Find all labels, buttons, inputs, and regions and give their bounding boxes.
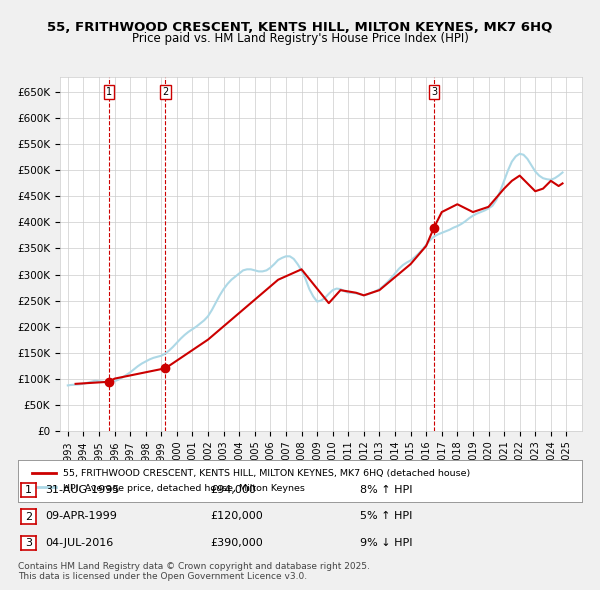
Text: 55, FRITHWOOD CRESCENT, KENTS HILL, MILTON KEYNES, MK7 6HQ: 55, FRITHWOOD CRESCENT, KENTS HILL, MILT…	[47, 21, 553, 34]
Text: 09-APR-1999: 09-APR-1999	[45, 512, 117, 521]
Text: 04-JUL-2016: 04-JUL-2016	[45, 538, 113, 548]
Text: £94,000: £94,000	[210, 485, 256, 494]
Text: £120,000: £120,000	[210, 512, 263, 521]
Text: Price paid vs. HM Land Registry's House Price Index (HPI): Price paid vs. HM Land Registry's House …	[131, 32, 469, 45]
Text: 5% ↑ HPI: 5% ↑ HPI	[360, 512, 412, 521]
Text: 9% ↓ HPI: 9% ↓ HPI	[360, 538, 413, 548]
Legend: 55, FRITHWOOD CRESCENT, KENTS HILL, MILTON KEYNES, MK7 6HQ (detached house), HPI: 55, FRITHWOOD CRESCENT, KENTS HILL, MILT…	[28, 466, 475, 496]
Text: 2: 2	[163, 87, 169, 97]
Text: £390,000: £390,000	[210, 538, 263, 548]
Text: 1: 1	[25, 485, 32, 495]
Text: 8% ↑ HPI: 8% ↑ HPI	[360, 485, 413, 494]
Text: 3: 3	[431, 87, 437, 97]
Text: 3: 3	[25, 538, 32, 548]
Text: 1: 1	[106, 87, 112, 97]
Text: 31-AUG-1995: 31-AUG-1995	[45, 485, 119, 494]
Text: Contains HM Land Registry data © Crown copyright and database right 2025.
This d: Contains HM Land Registry data © Crown c…	[18, 562, 370, 581]
Text: 2: 2	[25, 512, 32, 522]
